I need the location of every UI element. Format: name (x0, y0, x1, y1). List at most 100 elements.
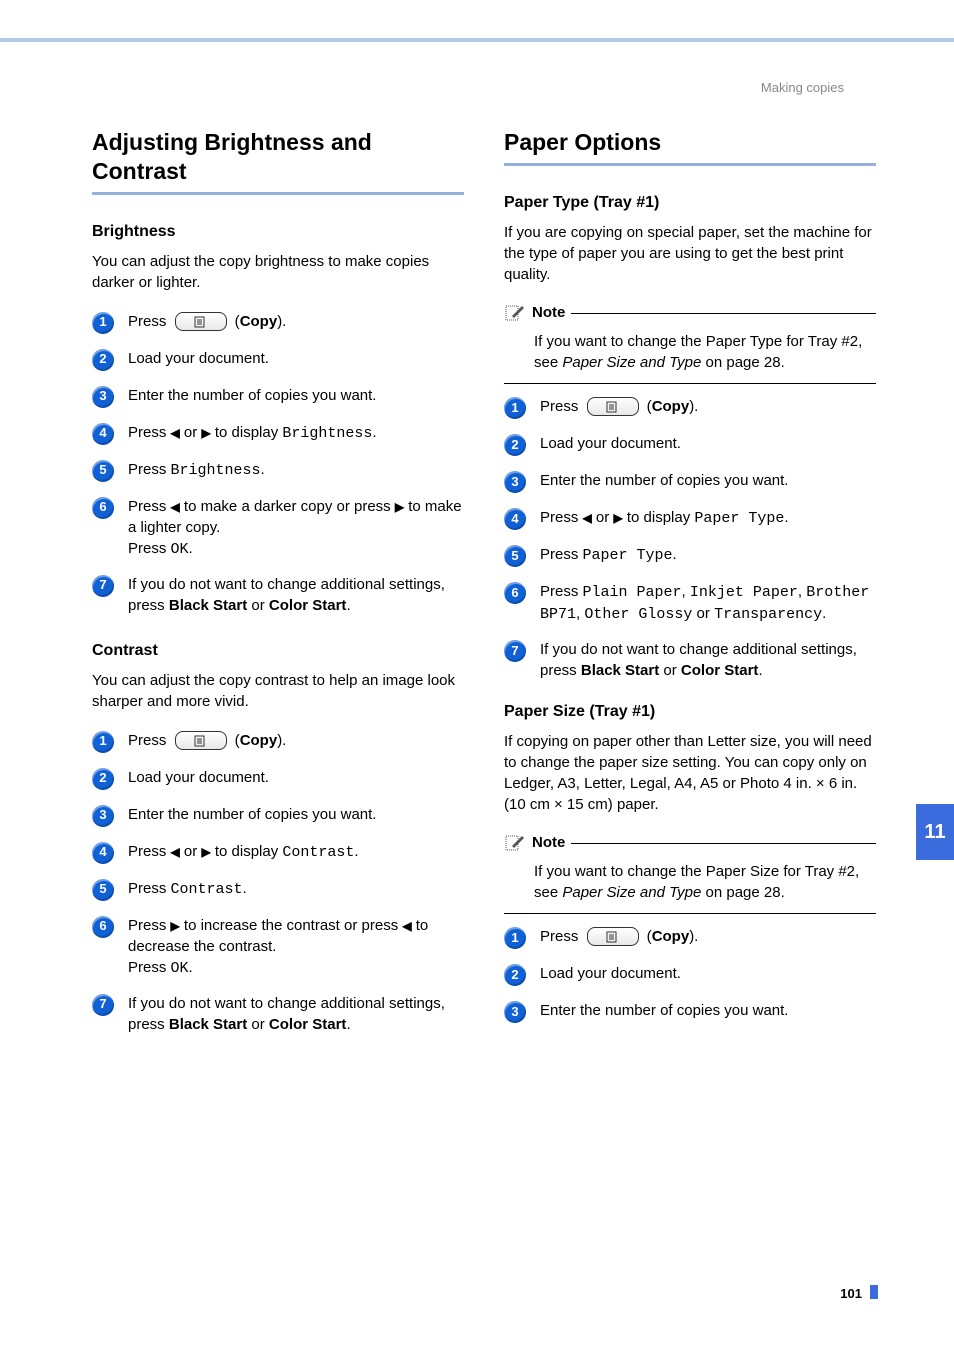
section-title-paper-options: Paper Options (504, 128, 876, 157)
note-title: Note (532, 834, 565, 851)
step: 3 Enter the number of copies you want. (504, 1000, 876, 1023)
step-body: Enter the number of copies you want. (128, 804, 464, 825)
step: 4 Press ◀ or ▶ to display Paper Type. (504, 507, 876, 530)
step: 3 Enter the number of copies you want. (92, 385, 464, 408)
chapter-tab: 11 (916, 804, 954, 860)
step-body: Load your document. (128, 767, 464, 788)
intro-paper-size: If copying on paper other than Letter si… (504, 731, 876, 815)
section-title-brightness-contrast: Adjusting Brightness and Contrast (92, 128, 464, 186)
note-rule (571, 843, 876, 844)
step-body: Press (Copy). (128, 730, 464, 751)
pencil-note-icon (504, 833, 526, 853)
step-number-icon: 7 (92, 994, 114, 1016)
step-number-icon: 1 (504, 927, 526, 949)
step-number-icon: 7 (92, 575, 114, 597)
heading-brightness: Brightness (92, 223, 464, 241)
left-arrow-icon: ◀ (583, 510, 592, 527)
left-arrow-icon: ◀ (171, 425, 180, 442)
note-body: If you want to change the Paper Type for… (534, 331, 876, 373)
step-number-icon: 5 (92, 879, 114, 901)
step-number-icon: 3 (92, 805, 114, 827)
step: 4 Press ◀ or ▶ to display Contrast. (92, 841, 464, 864)
step: 3 Enter the number of copies you want. (92, 804, 464, 827)
right-arrow-icon: ▶ (201, 844, 210, 861)
section-rule (92, 192, 464, 195)
note-rule (504, 383, 876, 384)
page-number-accent (870, 1285, 878, 1299)
step-number-icon: 5 (92, 460, 114, 482)
note-title: Note (532, 304, 565, 321)
step: 3 Enter the number of copies you want. (504, 470, 876, 493)
step-number-icon: 7 (504, 640, 526, 662)
step-number-icon: 3 (504, 471, 526, 493)
step: 1 Press (Copy). (92, 730, 464, 753)
right-arrow-icon: ▶ (613, 510, 622, 527)
step-body: Load your document. (128, 348, 464, 369)
step-body: Press ◀ to make a darker copy or press ▶… (128, 496, 464, 560)
step-body: If you do not want to change additional … (128, 993, 464, 1035)
step: 7 If you do not want to change additiona… (92, 574, 464, 616)
step-number-icon: 6 (504, 582, 526, 604)
copy-button-icon (175, 312, 227, 331)
step-body: Load your document. (540, 433, 876, 454)
step-number-icon: 1 (504, 397, 526, 419)
step: 2 Load your document. (92, 348, 464, 371)
heading-contrast: Contrast (92, 642, 464, 660)
step-body: Press (Copy). (540, 926, 876, 947)
section-rule (504, 163, 876, 166)
left-arrow-icon: ◀ (171, 499, 180, 516)
step: 6 Press ▶ to increase the contrast or pr… (92, 915, 464, 979)
intro-brightness: You can adjust the copy brightness to ma… (92, 251, 464, 293)
step-body: Press Paper Type. (540, 544, 876, 566)
step-number-icon: 6 (92, 497, 114, 519)
copy-button-icon (587, 927, 639, 946)
heading-paper-type: Paper Type (Tray #1) (504, 194, 876, 212)
left-arrow-icon: ◀ (171, 844, 180, 861)
page: Making copies 11 Adjusting Brightness an… (0, 0, 954, 1351)
top-rule (0, 38, 954, 42)
step-number-icon: 2 (92, 349, 114, 371)
step-body: Enter the number of copies you want. (540, 1000, 876, 1021)
note-rule (571, 313, 876, 314)
step: 5 Press Paper Type. (504, 544, 876, 567)
pencil-note-icon (504, 303, 526, 323)
step: 2 Load your document. (504, 963, 876, 986)
step: 2 Load your document. (92, 767, 464, 790)
note-body: If you want to change the Paper Size for… (534, 861, 876, 903)
step-body: Press Plain Paper, Inkjet Paper, Brother… (540, 581, 876, 625)
step-body: Enter the number of copies you want. (540, 470, 876, 491)
page-number: 101 (840, 1286, 862, 1301)
step: 5 Press Contrast. (92, 878, 464, 901)
step-number-icon: 4 (504, 508, 526, 530)
step-body: Press ▶ to increase the contrast or pres… (128, 915, 464, 979)
right-arrow-icon: ▶ (201, 425, 210, 442)
step-number-icon: 4 (92, 842, 114, 864)
right-column: Paper Options Paper Type (Tray #1) If yo… (504, 128, 876, 1049)
step: 1 Press (Copy). (504, 396, 876, 419)
copy-button-icon (175, 731, 227, 750)
step-body: If you do not want to change additional … (128, 574, 464, 616)
step: 4 Press ◀ or ▶ to display Brightness. (92, 422, 464, 445)
step-body: If you do not want to change additional … (540, 639, 876, 681)
step-body: Press Brightness. (128, 459, 464, 481)
step-body: Press (Copy). (540, 396, 876, 417)
step: 1 Press (Copy). (504, 926, 876, 949)
step: 7 If you do not want to change additiona… (92, 993, 464, 1035)
step-body: Press ◀ or ▶ to display Paper Type. (540, 507, 876, 529)
step-body: Press ◀ or ▶ to display Contrast. (128, 841, 464, 863)
step: 2 Load your document. (504, 433, 876, 456)
copy-button-icon (587, 397, 639, 416)
step: 6 Press ◀ to make a darker copy or press… (92, 496, 464, 560)
right-arrow-icon: ▶ (171, 918, 180, 935)
step: 6 Press Plain Paper, Inkjet Paper, Broth… (504, 581, 876, 625)
step-body: Load your document. (540, 963, 876, 984)
left-column: Adjusting Brightness and Contrast Bright… (92, 128, 464, 1049)
right-arrow-icon: ▶ (395, 499, 404, 516)
intro-paper-type: If you are copying on special paper, set… (504, 222, 876, 285)
step: 5 Press Brightness. (92, 459, 464, 482)
intro-contrast: You can adjust the copy contrast to help… (92, 670, 464, 712)
left-arrow-icon: ◀ (402, 918, 411, 935)
note-rule (504, 913, 876, 914)
step-number-icon: 1 (92, 731, 114, 753)
contrast-steps: 1 Press (Copy). 2 Load your document. 3 … (92, 730, 464, 1035)
